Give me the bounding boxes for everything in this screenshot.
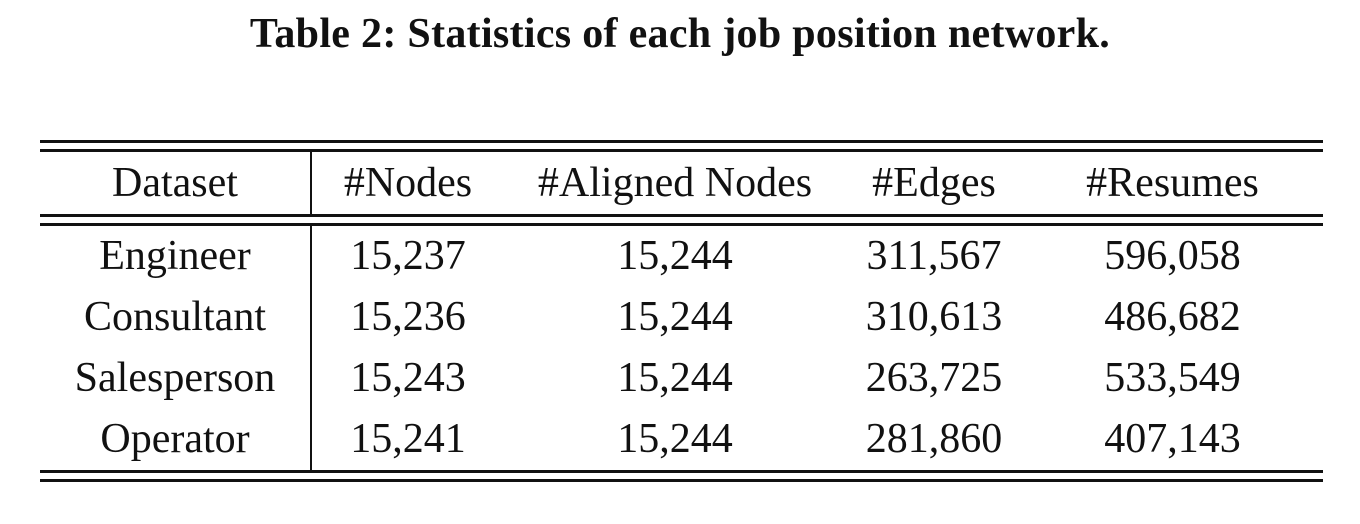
cell-nodes: 15,241: [350, 416, 466, 462]
cell-resumes: 486,682: [1104, 294, 1241, 340]
cell-aligned-nodes: 15,244: [617, 416, 733, 462]
table-row: Operator 15,241 15,244 281,860 407,143: [40, 409, 1323, 470]
cell-dataset: Engineer: [40, 226, 312, 287]
header-row: Dataset #Nodes #Aligned Nodes #Edges #Re…: [40, 152, 1323, 214]
cell-resumes: 533,549: [1104, 355, 1241, 401]
cell-aligned-nodes: 15,244: [617, 233, 733, 279]
cell-dataset: Salesperson: [40, 348, 312, 409]
cell-nodes: 15,237: [350, 233, 466, 279]
header-resumes: #Resumes: [1086, 160, 1259, 206]
cell-aligned-nodes: 15,244: [617, 294, 733, 340]
cell-nodes: 15,236: [350, 294, 466, 340]
top-rule: [40, 140, 1323, 152]
cell-dataset: Consultant: [40, 287, 312, 348]
cell-aligned-nodes: 15,244: [617, 355, 733, 401]
table-row: Consultant 15,236 15,244 310,613 486,682: [40, 287, 1323, 348]
statistics-table: Dataset #Nodes #Aligned Nodes #Edges #Re…: [40, 140, 1323, 482]
cell-edges: 263,725: [865, 355, 1003, 401]
bottom-rule: [40, 470, 1323, 482]
cell-edges: 281,860: [865, 416, 1003, 462]
cell-dataset: Operator: [40, 409, 312, 470]
cell-resumes: 596,058: [1104, 233, 1241, 279]
cell-resumes: 407,143: [1104, 416, 1241, 462]
header-edges: #Edges: [872, 160, 996, 206]
cell-nodes: 15,243: [350, 355, 466, 401]
table-caption: Table 2: Statistics of each job position…: [249, 11, 1111, 57]
table-row: Engineer 15,237 15,244 311,567 596,058: [40, 226, 1323, 287]
mid-rule: [40, 214, 1323, 226]
cell-edges: 311,567: [866, 233, 1002, 279]
header-aligned-nodes: #Aligned Nodes: [537, 160, 813, 206]
header-dataset: Dataset: [40, 152, 312, 214]
cell-edges: 310,613: [865, 294, 1003, 340]
table-row: Salesperson 15,243 15,244 263,725 533,54…: [40, 348, 1323, 409]
header-nodes: #Nodes: [343, 160, 473, 206]
